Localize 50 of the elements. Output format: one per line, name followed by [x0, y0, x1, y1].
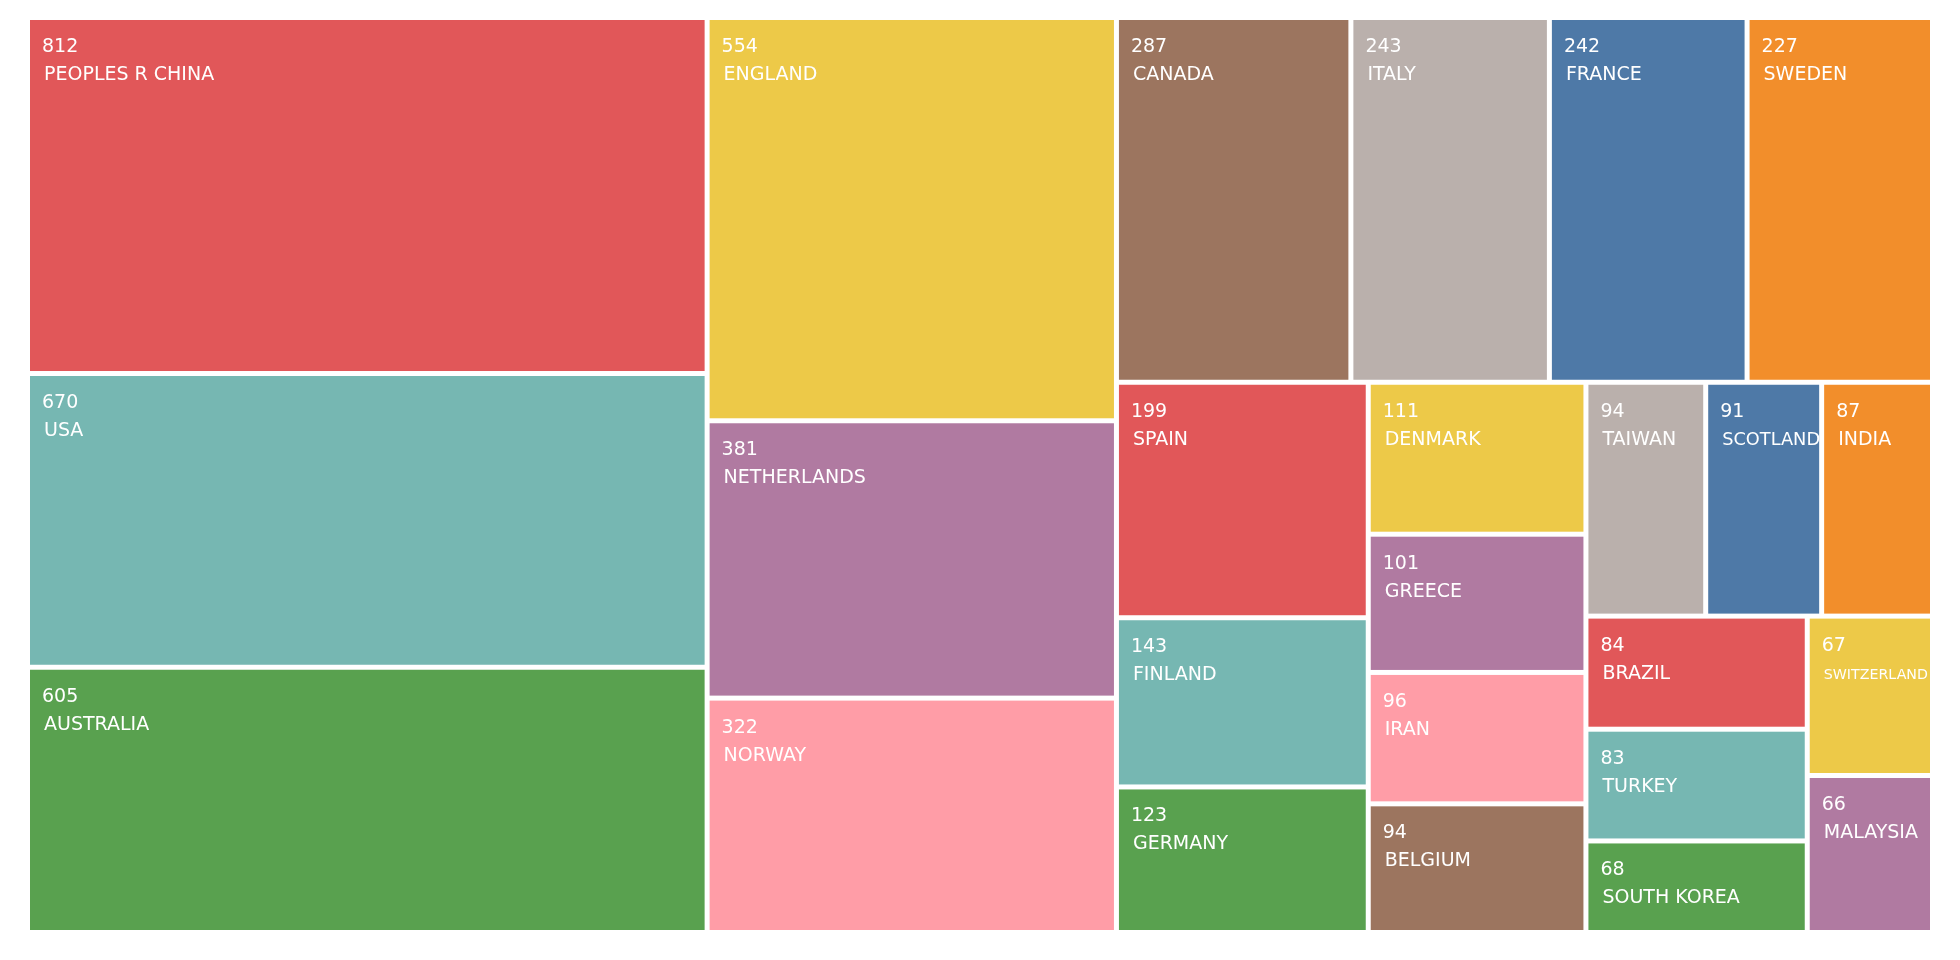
category-label: MALAYSIA — [1823, 819, 1918, 842]
category-label: SCOTLAND — [1722, 428, 1821, 449]
data-label: 143 — [1130, 634, 1168, 657]
category-label: SWEDEN — [1763, 62, 1848, 84]
category-label: BRAZIL — [1602, 660, 1671, 683]
category-label: USA — [44, 418, 84, 440]
data-label: 670 — [42, 390, 79, 412]
category-label: BELGIUM — [1384, 848, 1472, 871]
category-label: GERMANY — [1132, 831, 1229, 854]
category-label: TURKEY — [1601, 773, 1678, 796]
data-label: 67 — [1821, 632, 1846, 655]
category-label: AUSTRALIA — [44, 711, 150, 734]
category-label: NETHERLANDS — [723, 465, 866, 488]
data-label: 242 — [1563, 34, 1601, 56]
data-label: 94 — [1600, 398, 1625, 421]
category-label: ITALY — [1367, 62, 1417, 84]
data-label: 554 — [721, 34, 758, 56]
data-label: 812 — [42, 34, 79, 56]
category-label: TAIWAN — [1601, 426, 1677, 449]
category-label: INDIA — [1838, 426, 1892, 449]
data-label: 87 — [1836, 398, 1861, 421]
data-label: 381 — [721, 437, 758, 460]
category-label: SWITZERLAND — [1823, 665, 1929, 682]
category-label: FINLAND — [1132, 662, 1217, 685]
data-label: 123 — [1130, 803, 1168, 826]
category-label: IRAN — [1384, 716, 1430, 739]
data-label: 91 — [1720, 398, 1745, 421]
category-label: ENGLAND — [723, 62, 818, 84]
category-label: DENMARK — [1384, 426, 1482, 449]
category-label: NORWAY — [723, 742, 807, 765]
data-label: 322 — [721, 714, 758, 737]
data-label: 605 — [42, 683, 79, 706]
data-label: 287 — [1130, 34, 1168, 56]
category-label: GREECE — [1384, 578, 1462, 601]
data-label: 83 — [1600, 745, 1625, 768]
data-label: 227 — [1761, 34, 1798, 56]
data-label: 199 — [1130, 398, 1168, 421]
category-label: CANADA — [1132, 62, 1214, 84]
data-label: 243 — [1365, 34, 1402, 56]
data-label: 66 — [1821, 791, 1846, 814]
data-label: 68 — [1600, 857, 1625, 880]
category-label: SOUTH KOREA — [1602, 885, 1740, 908]
data-label: 101 — [1382, 550, 1420, 573]
data-label: 94 — [1382, 820, 1407, 843]
category-label: PEOPLES R CHINA — [44, 62, 215, 84]
data-label: 84 — [1600, 632, 1625, 655]
data-label: 96 — [1382, 688, 1407, 711]
data-label: 111 — [1382, 398, 1420, 421]
category-label: FRANCE — [1565, 62, 1642, 84]
category-label: SPAIN — [1132, 426, 1189, 449]
